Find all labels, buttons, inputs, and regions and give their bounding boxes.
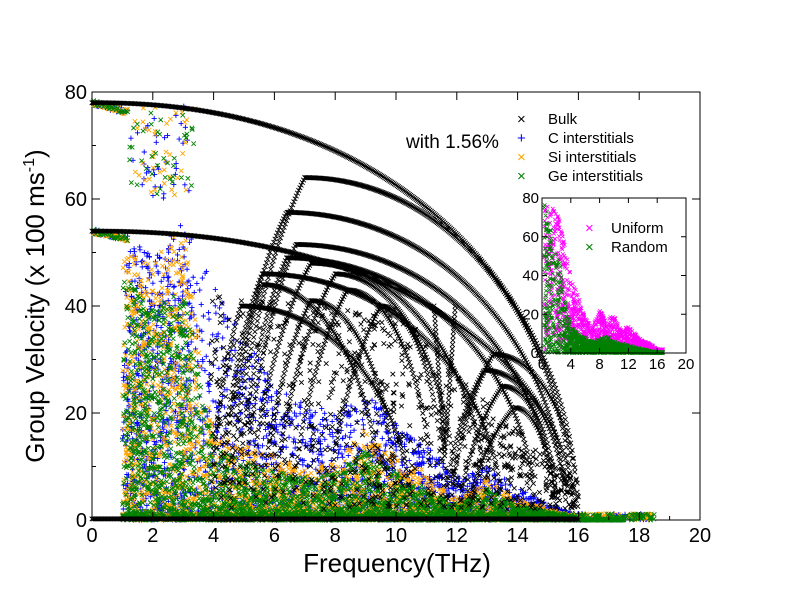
main-x-tick-label: 20 [689,525,711,547]
legend-marker-si: × [517,149,526,166]
y-axis-label-main: Group Velocity (x 100 ms [20,172,50,462]
main-x-tick-label: 18 [628,525,650,547]
inset-x-tick-label: 20 [678,356,695,373]
annotation-with-percent: with 1.56% [405,132,499,153]
inset-legend-label-random: Random [611,239,668,256]
inset-x-tick-label: 16 [649,356,666,373]
legend-label-c: C interstitials [548,130,634,147]
main-x-tick-label: 12 [446,525,468,547]
series-bulk-points [89,100,582,523]
y-axis-label-superscript: -1 [21,158,38,172]
inset-y-tick-label: 40 [522,268,539,285]
main-y-tick-label: 60 [65,189,87,211]
main-x-tick-label: 8 [330,525,341,547]
legend-label-ge: Ge interstitials [548,168,643,185]
inset-legend: × Uniform × Random [585,220,668,256]
main-x-tick-label: 16 [567,525,589,547]
legend-label-si: Si interstitials [548,149,636,166]
inset-legend-marker-uniform: × [585,220,594,237]
main-legend: × Bulk + C interstitials × Si interstiti… [517,111,643,185]
x-axis-label: Frequency(THz) [303,548,491,578]
legend-marker-c: + [517,130,526,147]
legend-marker-bulk: × [517,111,526,128]
main-y-tick-label: 80 [65,82,87,104]
legend-marker-ge: × [517,168,526,185]
legend-label-bulk: Bulk [548,111,578,128]
main-plot-marks [89,98,657,523]
main-x-tick-label: 10 [385,525,407,547]
inset-axes: 0 4 8 12 16 20 0 20 40 60 80 [522,190,694,373]
main-y-tick-label: 40 [65,296,87,318]
inset-legend-marker-random: × [585,239,594,256]
main-x-tick-label: 14 [506,525,528,547]
y-axis-label-close: ) [20,149,50,158]
main-y-tick-label: 20 [65,403,87,425]
main-x-tick-label: 4 [208,525,219,547]
main-y-tick-label: 0 [76,510,87,532]
inset-x-tick-label: 12 [620,356,637,373]
inset-x-tick-label: 0 [538,356,546,373]
inset-y-tick-label: 60 [522,229,539,246]
inset-y-tick-label: 0 [531,345,539,362]
main-x-tick-label: 0 [86,525,97,547]
y-axis-label: Group Velocity (x 100 ms-1) [20,149,50,462]
inset-y-tick-label: 80 [522,190,539,207]
inset-x-tick-label: 8 [595,356,603,373]
inset-y-tick-label: 20 [522,306,539,323]
inset-legend-label-uniform: Uniform [611,220,664,237]
inset-x-tick-label: 4 [567,356,575,373]
main-x-tick-label: 2 [147,525,158,547]
main-x-tick-label: 6 [269,525,280,547]
